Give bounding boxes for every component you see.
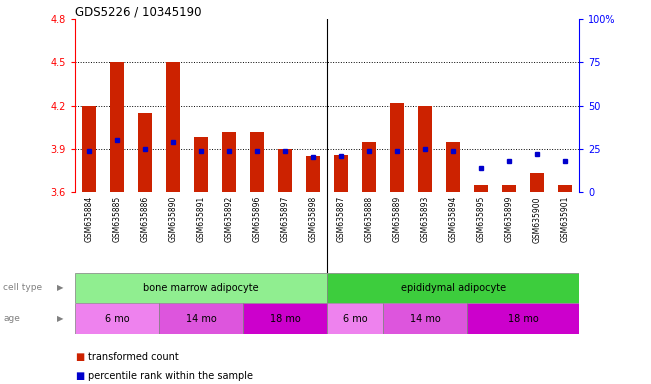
Text: GSM635901: GSM635901 [561,196,570,242]
Text: 14 mo: 14 mo [186,314,216,324]
Text: GSM635892: GSM635892 [225,196,234,242]
Bar [222,132,236,192]
Text: ■: ■ [75,352,84,362]
Text: GSM635885: GSM635885 [113,196,121,242]
Text: GSM635899: GSM635899 [505,196,514,242]
Text: ■: ■ [75,371,84,381]
Text: GSM635884: GSM635884 [85,196,93,242]
Bar [475,185,488,192]
Bar [418,106,432,192]
Bar [194,137,208,192]
Bar [327,273,579,303]
Bar [531,173,544,192]
Text: GSM635898: GSM635898 [309,196,318,242]
Text: ▶: ▶ [57,314,64,323]
Bar [446,142,460,192]
Bar [559,185,572,192]
Bar [110,62,124,192]
Text: GSM635887: GSM635887 [337,196,346,242]
Text: GSM635895: GSM635895 [477,196,486,242]
Bar [390,103,404,192]
Bar [250,132,264,192]
Bar [82,106,96,192]
Bar [243,303,327,334]
Bar [278,149,292,192]
Bar [327,303,383,334]
Text: GSM635900: GSM635900 [533,196,542,243]
Text: GSM635891: GSM635891 [197,196,206,242]
Bar [467,303,579,334]
Bar [362,142,376,192]
Text: GSM635896: GSM635896 [253,196,262,242]
Text: GSM635889: GSM635889 [393,196,402,242]
Text: percentile rank within the sample: percentile rank within the sample [88,371,253,381]
Text: 14 mo: 14 mo [410,314,441,324]
Bar [138,113,152,192]
Bar [159,303,243,334]
Text: age: age [3,314,20,323]
Bar [166,62,180,192]
Text: cell type: cell type [3,283,42,293]
Text: GSM635888: GSM635888 [365,196,374,242]
Text: ▶: ▶ [57,283,64,293]
Text: GSM635893: GSM635893 [421,196,430,242]
Text: GSM635897: GSM635897 [281,196,290,242]
Text: GDS5226 / 10345190: GDS5226 / 10345190 [75,5,201,18]
Text: epididymal adipocyte: epididymal adipocyte [401,283,506,293]
Text: bone marrow adipocyte: bone marrow adipocyte [143,283,259,293]
Bar [383,303,467,334]
Bar [75,273,327,303]
Text: 6 mo: 6 mo [105,314,129,324]
Bar [503,185,516,192]
Text: 18 mo: 18 mo [270,314,301,324]
Text: GSM635890: GSM635890 [169,196,178,242]
Text: GSM635886: GSM635886 [141,196,150,242]
Text: transformed count: transformed count [88,352,178,362]
Text: 6 mo: 6 mo [343,314,367,324]
Bar [306,156,320,192]
Text: GSM635894: GSM635894 [449,196,458,242]
Bar [75,303,159,334]
Bar [334,155,348,192]
Text: 18 mo: 18 mo [508,314,539,324]
